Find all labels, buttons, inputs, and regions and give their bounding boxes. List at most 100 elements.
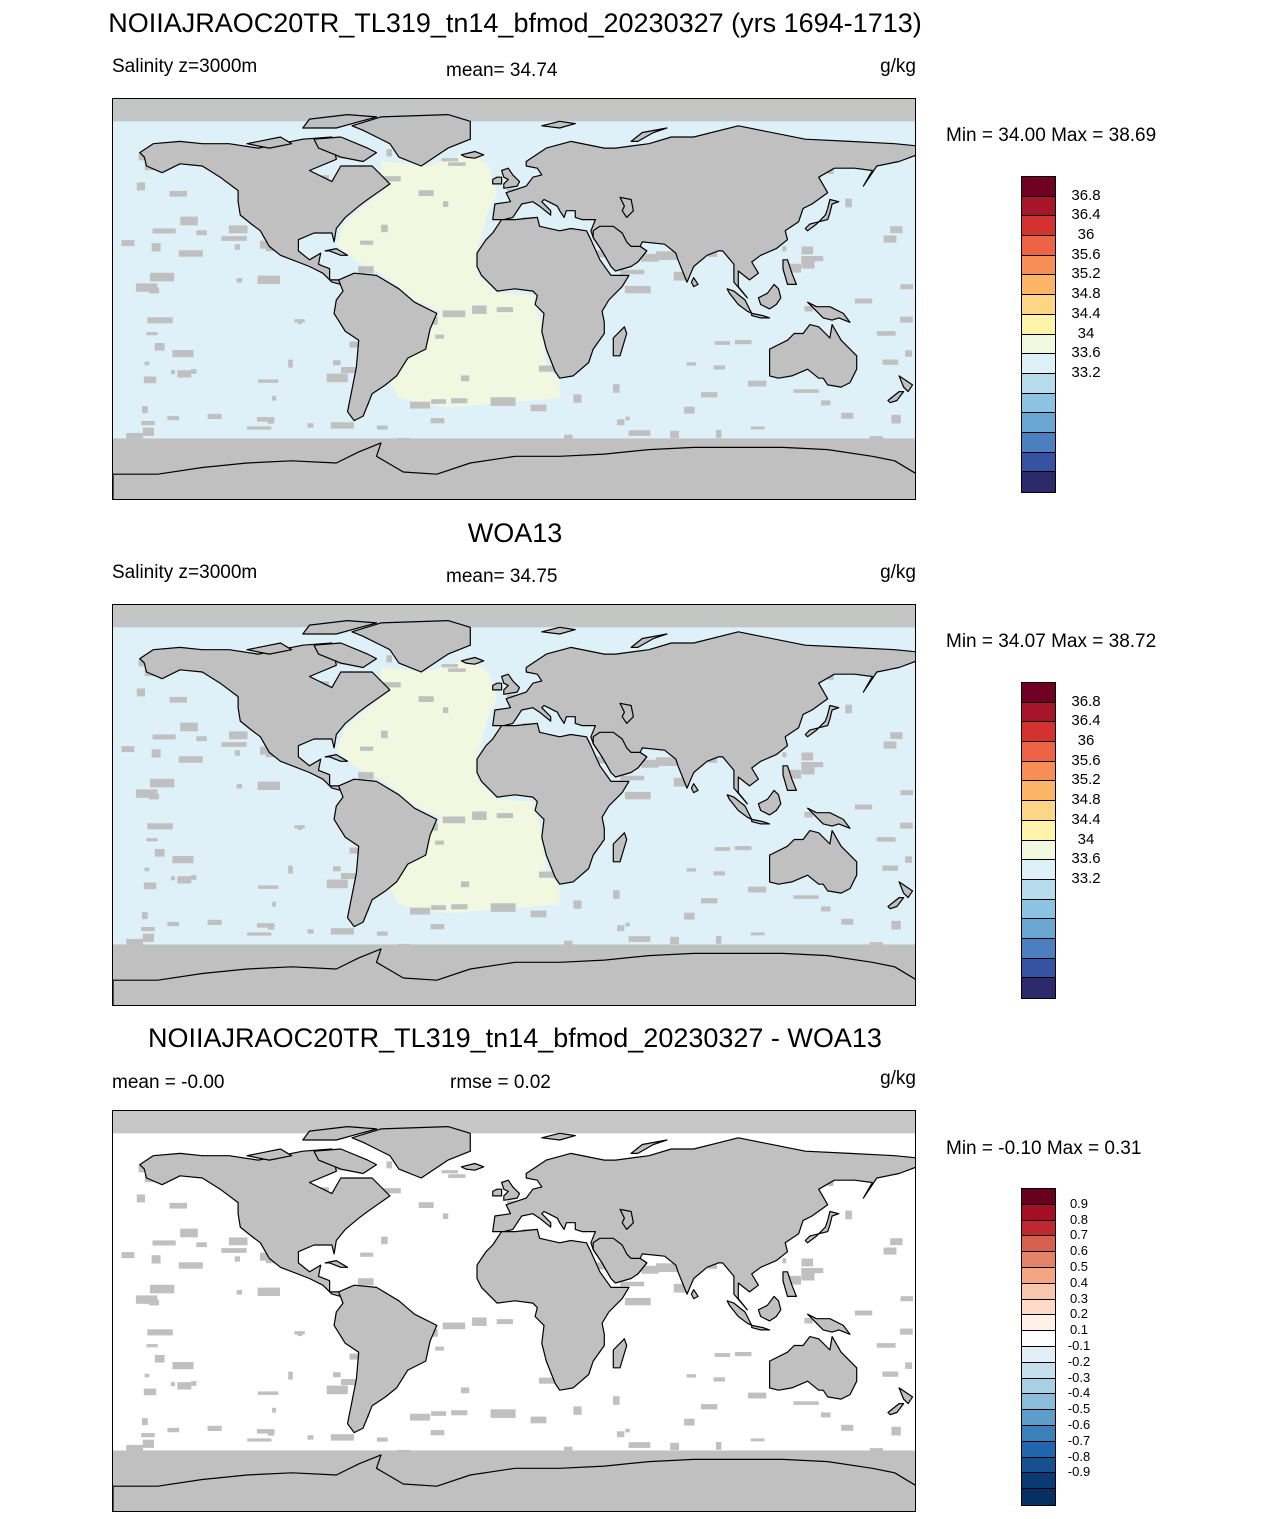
colorbar-tick-label: 34.8 [1071,285,1101,303]
missing-data-cell [443,707,449,713]
missing-data-cell [588,250,609,258]
missing-data-cell [782,769,802,779]
colorbar-tick-label: 36 [1077,226,1095,244]
missing-data-cell [121,1252,135,1259]
missing-data-cell [900,284,914,290]
missing-data-cell [272,1407,277,1413]
colorbar-swatch [1022,938,1055,959]
colorbar-tick-label: -0.9 [1067,1464,1091,1480]
missing-data-cell [701,898,718,904]
colorbar-swatch [1022,1394,1055,1411]
panel-2-title: WOA13 [467,518,563,548]
missing-data-cell [750,1438,765,1442]
missing-data-cell [628,936,651,942]
missing-data-cell [256,417,275,422]
missing-data-cell [260,240,270,249]
landmass-japan [804,704,840,738]
landmass-novaya [630,633,668,649]
missing-data-cell [294,1331,305,1335]
colorbar-tick-label: 0.5 [1069,1259,1089,1274]
landmass-uk [501,1179,521,1201]
colorbar-tick-label: 35.6 [1071,245,1101,263]
missing-data-cell [620,775,645,781]
missing-data-cell [442,1322,466,1330]
landmass-cuba [324,754,349,762]
missing-data-cell [307,1435,314,1440]
missing-data-cell [530,910,547,918]
missing-data-cell [588,756,609,764]
missing-data-cell [258,1391,279,1395]
landmass-borneo [757,283,782,310]
landmass-greenland [351,114,471,167]
missing-data-cell [135,283,158,292]
missing-data-cell [236,784,243,789]
missing-data-cell [573,900,582,909]
missing-data-cell [191,875,197,880]
missing-data-cell [890,226,903,234]
colorbar-tick-label: -0.6 [1067,1417,1091,1432]
missing-data-cell [121,746,135,753]
missing-data-cell [126,938,144,946]
landmass-arabia [592,1237,648,1284]
missing-data-cell [149,1284,175,1294]
missing-data-cell [142,933,154,942]
missing-data-cell [141,927,155,932]
missing-data-cell [793,389,819,393]
colorbar-tick-label: 35.6 [1071,751,1101,769]
colorbar-swatch [1022,1236,1055,1253]
missing-data-cell [236,278,243,283]
missing-data-cell [564,1446,573,1453]
missing-data-cell [708,250,718,257]
missing-data-cell [782,1275,802,1285]
missing-data-cell [330,422,354,429]
missing-data-cell [461,881,470,888]
missing-data-cell [144,361,150,366]
landmass-srilanka [690,277,699,288]
missing-data-cell [750,932,765,936]
missing-data-cell [430,924,445,930]
missing-data-cell [461,375,470,382]
colorbar-tick-label: 0.2 [1069,1306,1089,1322]
landmass-iceland [460,150,485,159]
missing-data-cell [207,1425,222,1431]
missing-data-cell [573,1406,582,1415]
missing-data-cell [380,176,401,182]
landmass-philippines [782,765,798,791]
colorbar-tick-label: -0.5 [1067,1401,1091,1417]
missing-data-cell [905,856,912,863]
missing-data-cell [307,423,314,428]
missing-data-cell [628,430,651,436]
colorbar-tick-label: 0.7 [1069,1227,1089,1243]
landmass-caspian [619,702,635,725]
missing-data-cell [713,1377,725,1382]
missing-data-cell [443,201,449,207]
colorbar-tick-label: 33.2 [1071,869,1101,887]
landmass-cuba [324,1260,349,1268]
landmass-eurasia [492,1137,915,1311]
colorbar-tick-label: -0.2 [1067,1353,1091,1369]
missing-data-cell [167,1427,180,1433]
missing-data-cell [876,837,896,842]
missing-data-cell [628,1442,651,1448]
missing-data-cell [441,1170,458,1174]
colorbar-swatch [1022,1489,1055,1505]
missing-data-cell [360,746,374,751]
missing-data-cell [178,250,203,257]
colorbar-swatch [1022,413,1055,433]
colorbar-swatch [1022,216,1055,237]
missing-data-cell [891,1426,901,1436]
colorbar-swatch [1022,860,1055,880]
arctic-shelf [113,605,915,628]
landmass-madagascar [612,1338,628,1369]
missing-data-cell [670,430,679,439]
landmass-srilanka [690,1289,699,1300]
missing-data-cell [496,813,513,819]
missing-data-cell [326,373,348,383]
missing-data-cell [326,879,348,889]
arctic-shelf [113,1111,915,1134]
missing-data-cell [380,682,401,688]
missing-data-cell [782,752,787,758]
missing-data-cell [882,865,899,871]
missing-data-cell [472,811,487,820]
missing-data-cell [827,168,834,175]
